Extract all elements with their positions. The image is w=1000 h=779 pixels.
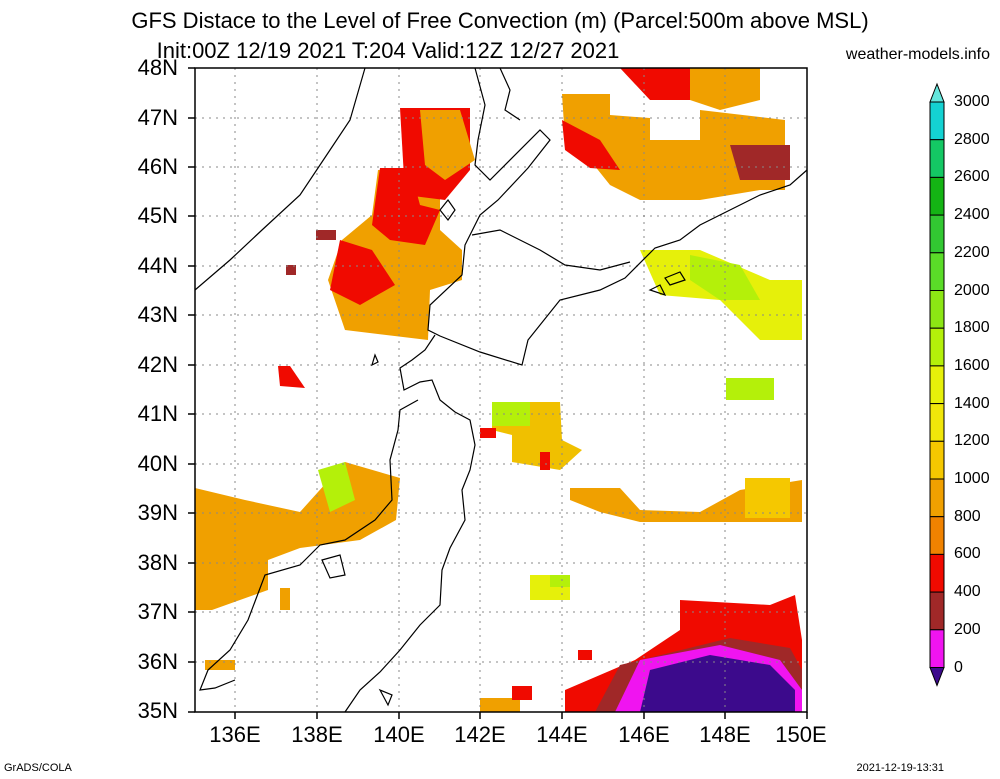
colorbar-swatch bbox=[929, 629, 945, 668]
lat-label: 42N bbox=[137, 352, 178, 377]
colorbar-tick-label: 2400 bbox=[954, 206, 990, 224]
colorbar-tick-label: 1200 bbox=[954, 432, 990, 450]
colorbar-swatch bbox=[929, 252, 945, 292]
lat-label: 40N bbox=[137, 451, 178, 476]
colorbar-swatch bbox=[929, 516, 945, 555]
colorbar-swatch bbox=[929, 591, 945, 631]
colorbar-tick-label: 2200 bbox=[954, 243, 990, 261]
lon-label: 144E bbox=[536, 722, 588, 747]
colorbar-tick-label: 3000 bbox=[954, 93, 990, 110]
colorbar-swatch bbox=[929, 365, 945, 405]
lon-label: 140E bbox=[373, 722, 425, 747]
lat-label: 37N bbox=[137, 599, 178, 624]
colorbar-swatch bbox=[929, 290, 945, 329]
colorbar-tick-label: 2600 bbox=[954, 168, 990, 186]
footer-timestamp: 2021-12-19-13:31 bbox=[856, 762, 944, 774]
plot-frame bbox=[194, 67, 808, 713]
lat-label: 36N bbox=[137, 649, 178, 674]
footer-software: GrADS/COLA bbox=[4, 762, 72, 774]
colorbar bbox=[929, 82, 945, 687]
chart-title-line1: GFS Distace to the Level of Free Convect… bbox=[131, 8, 869, 33]
lon-label: 146E bbox=[618, 722, 670, 747]
lat-label: 39N bbox=[137, 500, 178, 525]
lon-label: 138E bbox=[291, 722, 343, 747]
colorbar-top-arrow bbox=[929, 82, 945, 103]
colorbar-swatch bbox=[929, 553, 945, 593]
lat-label: 47N bbox=[137, 105, 178, 130]
colorbar-tick-label: 800 bbox=[954, 507, 981, 525]
colorbar-tick-label: 2800 bbox=[954, 130, 990, 148]
colorbar-swatch bbox=[929, 440, 945, 480]
lat-label: 38N bbox=[137, 550, 178, 575]
colorbar-tick-label: 600 bbox=[954, 545, 981, 563]
lat-label: 35N bbox=[137, 698, 178, 723]
lat-label: 43N bbox=[137, 302, 178, 327]
colorbar-swatch bbox=[929, 478, 945, 518]
lat-label: 45N bbox=[137, 203, 178, 228]
lat-label: 41N bbox=[137, 401, 178, 426]
colorbar-swatch bbox=[929, 403, 945, 442]
colorbar-swatch bbox=[929, 176, 945, 216]
colorbar-bottom-arrow bbox=[929, 667, 945, 687]
colorbar-tick-label: 1600 bbox=[954, 356, 990, 374]
colorbar-tick-label: 1800 bbox=[954, 319, 990, 337]
coastlines bbox=[194, 67, 808, 713]
colorbar-swatch bbox=[929, 327, 945, 367]
colorbar-swatch bbox=[929, 214, 945, 254]
graticule bbox=[195, 68, 807, 712]
colorbar-swatch bbox=[929, 101, 945, 141]
colorbar-tick-label: 2000 bbox=[954, 281, 990, 299]
colorbar-tick-label: 0 bbox=[954, 658, 963, 676]
colorbar-swatch bbox=[929, 139, 945, 178]
colorbar-tick-label: 1000 bbox=[954, 470, 990, 487]
lat-label: 48N bbox=[137, 55, 178, 80]
colorbar-tick-label: 1400 bbox=[954, 394, 990, 412]
colorbar-tick-label: 400 bbox=[954, 583, 981, 601]
lon-label: 148E bbox=[699, 722, 751, 747]
colorbar-tick-label: 200 bbox=[954, 620, 981, 638]
lon-label: 136E bbox=[209, 722, 261, 747]
lon-label: 150E bbox=[775, 722, 827, 747]
lat-label: 44N bbox=[137, 253, 178, 278]
chart-title-line2: Init:00Z 12/19 2021 T:204 Valid:12Z 12/2… bbox=[156, 38, 620, 63]
lon-label: 142E bbox=[454, 722, 506, 747]
axis-ticks bbox=[188, 67, 808, 719]
lat-label: 46N bbox=[137, 154, 178, 179]
source-credit: weather-models.info bbox=[845, 46, 990, 63]
field-shading bbox=[195, 68, 802, 712]
